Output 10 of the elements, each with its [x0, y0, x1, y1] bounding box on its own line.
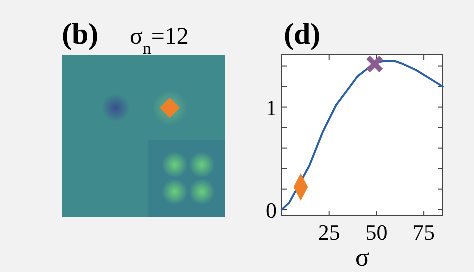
chart-title: (d) — [284, 18, 321, 51]
x-tick-label: 75 — [413, 220, 436, 245]
text: σ$_{n}$=12 — [130, 24, 189, 58]
line-series — [281, 60, 444, 211]
x-axis-title: σ — [355, 243, 370, 272]
y-tick-label: 1 — [266, 95, 277, 120]
x-tick-label: 50 — [366, 220, 388, 245]
x-tick-label: 25 — [318, 220, 340, 245]
text: (b) — [62, 18, 99, 51]
y-tick-label: 0 — [266, 198, 277, 223]
